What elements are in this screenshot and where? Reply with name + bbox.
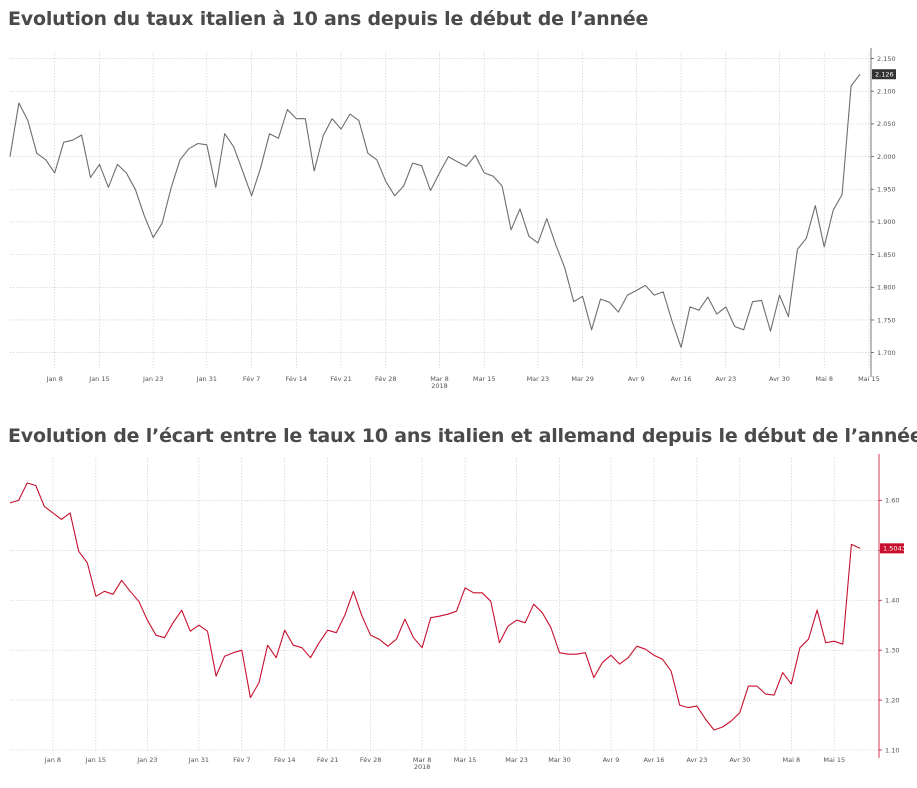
x-tick-label: Fév 14 xyxy=(286,375,308,383)
y-tick-label: 1.900 xyxy=(877,218,896,226)
x-tick-label: Avr 16 xyxy=(671,375,692,383)
x-tick-label: Mar 15 xyxy=(473,375,496,383)
x-tick-label: Mar 30 xyxy=(548,756,571,764)
y-tick-label: 1.20 xyxy=(885,696,899,704)
x-tick-label: Jan 15 xyxy=(85,756,106,764)
series-line xyxy=(9,73,861,348)
y-tick-label: 1.750 xyxy=(877,316,896,324)
x-tick-label: Jan 23 xyxy=(136,756,157,764)
chart-title-italy-germany-spread: Evolution de l’écart entre le taux 10 an… xyxy=(8,425,917,447)
x-tick-label: Mar 8 xyxy=(413,756,431,764)
x-tick-label: Jan 8 xyxy=(44,756,61,764)
x-tick-label: Fév 21 xyxy=(317,756,339,764)
y-tick-label: 2.050 xyxy=(877,120,896,128)
x-tick-label: Mai 8 xyxy=(783,756,801,764)
chart-title-italian-10y-yield: Evolution du taux italien à 10 ans depui… xyxy=(8,8,649,30)
x-year-label: 2018 xyxy=(431,382,448,390)
x-tick-label: Mar 23 xyxy=(505,756,528,764)
y-tick-label: 1.850 xyxy=(877,251,896,259)
x-tick-label: Mar 29 xyxy=(571,375,594,383)
y-tick-label: 1.800 xyxy=(877,284,896,292)
x-tick-label: Fév 14 xyxy=(274,756,296,764)
y-tick-label: 1.30 xyxy=(885,646,899,654)
y-tick-label: 2.150 xyxy=(877,55,896,63)
x-tick-label: Mar 15 xyxy=(454,756,477,764)
x-tick-label: Fév 28 xyxy=(375,375,397,383)
x-tick-label: Avr 30 xyxy=(769,375,790,383)
last-value-badge xyxy=(872,69,896,80)
x-tick-label: Mar 23 xyxy=(527,375,550,383)
x-tick-label: Jan 31 xyxy=(196,375,217,383)
x-tick-label: Fév 21 xyxy=(330,375,352,383)
x-year-label: 2018 xyxy=(414,763,431,771)
y-tick-label: 1.40 xyxy=(885,597,899,605)
y-tick-label: 2.100 xyxy=(877,88,896,96)
x-tick-label: Fév 7 xyxy=(243,375,260,383)
x-tick-label: Mai 8 xyxy=(815,375,833,383)
series-line xyxy=(9,482,861,731)
x-tick-label: Fév 7 xyxy=(233,756,250,764)
x-tick-label: Avr 23 xyxy=(686,756,707,764)
last-value-label: 1.5043 xyxy=(883,545,906,553)
y-tick-label: 1.60 xyxy=(885,497,899,505)
x-tick-label: Jan 15 xyxy=(88,375,109,383)
x-tick-label: Avr 16 xyxy=(643,756,664,764)
x-tick-label: Fév 28 xyxy=(360,756,382,764)
x-tick-label: Jan 31 xyxy=(188,756,209,764)
y-tick-label: 2.000 xyxy=(877,153,896,161)
x-tick-label: Mar 8 xyxy=(430,375,448,383)
last-value-badge xyxy=(880,543,904,554)
x-tick-label: Avr 23 xyxy=(715,375,736,383)
x-tick-label: Avr 9 xyxy=(628,375,645,383)
y-tick-label: 1.10 xyxy=(885,746,899,754)
x-tick-label: Mai 15 xyxy=(823,756,845,764)
y-tick-label: 1.700 xyxy=(877,349,896,357)
x-tick-label: Avr 30 xyxy=(729,756,750,764)
x-tick-label: Jan 23 xyxy=(142,375,163,383)
x-tick-label: Avr 9 xyxy=(603,756,620,764)
y-tick-label: 1.950 xyxy=(877,186,896,194)
italian-10y-yield-chart: 2.150 2.100 2.050 2.000 1.950 1.900 1.850 1.800… xyxy=(9,48,896,390)
x-tick-label: Mai 15 xyxy=(858,375,880,383)
last-value-label: 2.126 xyxy=(875,71,894,79)
x-tick-label: Jan 8 xyxy=(46,375,63,383)
